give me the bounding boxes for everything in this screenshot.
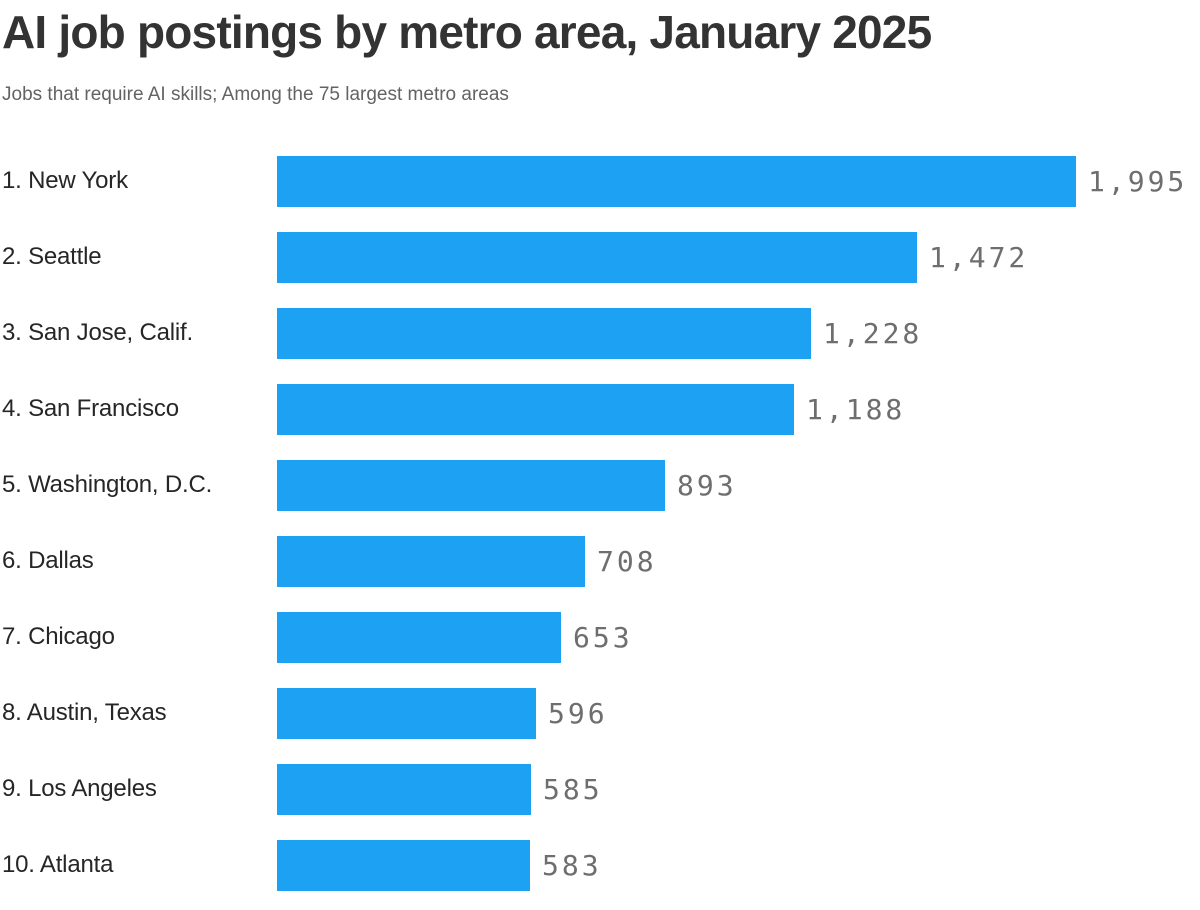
bar-area: 583 [277,839,1200,891]
value-label: 1,228 [823,316,923,350]
bar-area: 585 [277,763,1200,815]
chart-subtitle: Jobs that require AI skills; Among the 7… [2,83,509,105]
value-label: 653 [573,620,633,654]
category-label: 6. Dallas [2,547,94,575]
bar [277,383,794,435]
category-label: 5. Washington, D.C. [2,471,213,499]
value-label: 583 [542,848,602,882]
bar [277,155,1076,207]
value-label: 708 [597,544,657,578]
bar-area: 1,228 [277,307,1200,359]
bar-area: 596 [277,687,1200,739]
chart-row: 4. San Francisco 1,188 [2,383,1200,435]
category-label: 7. Chicago [2,623,115,651]
chart-row: 9. Los Angeles 585 [2,763,1200,815]
bar-area: 1,995 [277,155,1200,207]
chart-row: 3. San Jose, Calif. 1,228 [2,307,1200,359]
chart-row: 10. Atlanta 583 [2,839,1200,891]
bar [277,611,561,663]
category-label: 3. San Jose, Calif. [2,319,193,347]
bar-chart: 1. New York 1,995 2. Seattle 1,472 3. Sa… [2,155,1200,891]
category-label: 4. San Francisco [2,395,179,423]
bar [277,687,536,739]
value-label: 596 [548,696,608,730]
category-label: 9. Los Angeles [2,775,157,803]
bar [277,763,531,815]
bar-area: 1,472 [277,231,1200,283]
bar [277,307,811,359]
bar-area: 893 [277,459,1200,511]
category-label: 2. Seattle [2,243,102,271]
chart-row: 6. Dallas 708 [2,535,1200,587]
category-label: 10. Atlanta [2,851,114,879]
category-label: 1. New York [2,167,128,195]
bar [277,231,917,283]
chart-card: AI job postings by metro area, January 2… [2,6,1200,891]
chart-row: 5. Washington, D.C. 893 [2,459,1200,511]
value-label: 585 [543,772,603,806]
bar-area: 708 [277,535,1200,587]
bar-area: 1,188 [277,383,1200,435]
category-label: 8. Austin, Texas [2,699,167,727]
value-label: 1,188 [806,392,906,426]
chart-title: AI job postings by metro area, January 2… [2,6,932,58]
chart-row: 8. Austin, Texas 596 [2,687,1200,739]
value-label: 893 [677,468,737,502]
bar-area: 653 [277,611,1200,663]
chart-row: 1. New York 1,995 [2,155,1200,207]
value-label: 1,995 [1088,164,1188,198]
bar [277,459,665,511]
bar [277,839,530,891]
bar [277,535,585,587]
chart-row: 7. Chicago 653 [2,611,1200,663]
chart-row: 2. Seattle 1,472 [2,231,1200,283]
value-label: 1,472 [929,240,1029,274]
